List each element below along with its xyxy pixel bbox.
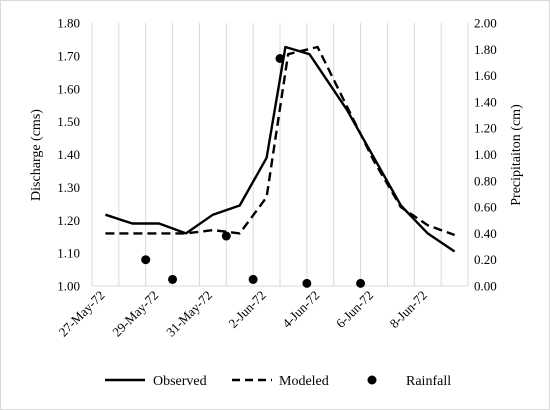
- series-rainfall: [141, 54, 366, 288]
- y-axis-right: 0.00 0.20 0.40 0.60 0.80 1.00 1.20 1.40 1.60 1.80…: [474, 16, 497, 294]
- y2-tick-label: 0.40: [474, 226, 497, 241]
- rainfall-point: [168, 274, 178, 284]
- grid-layer: [118, 23, 442, 286]
- x-tick-label: 2-Jun-72: [225, 288, 268, 331]
- y2-tick-label: 0.80: [474, 173, 497, 188]
- rainfall-point: [141, 255, 151, 265]
- rainfall-point: [248, 274, 258, 284]
- y-tick-label: 1.20: [57, 213, 80, 228]
- x-tick-label: 31-May-72: [163, 288, 215, 340]
- rainfall-point: [302, 278, 312, 288]
- y2-tick-label: 1.60: [474, 68, 497, 83]
- y-tick-label: 1.70: [57, 48, 80, 63]
- y2-tick-label: 0.60: [474, 200, 497, 215]
- y2-tick-label: 1.80: [474, 42, 497, 57]
- y-tick-label: 1.30: [57, 180, 80, 195]
- y-tick-label: 1.00: [57, 279, 80, 294]
- series-modeled: [105, 45, 456, 237]
- rainfall-point: [356, 278, 366, 288]
- y2-tick-label: 1.00: [474, 147, 497, 162]
- x-axis: 27-May-72 29-May-72 31-May-72 2-Jun-72 4-Jun…: [56, 288, 430, 340]
- rainfall-point: [275, 54, 285, 64]
- rainfall-point: [221, 231, 231, 241]
- y-tick-label: 1.40: [57, 147, 80, 162]
- x-tick-label: 4-Jun-72: [279, 288, 322, 331]
- legend-observed-label: Observed: [153, 374, 207, 389]
- x-tick-label: 6-Jun-72: [333, 288, 376, 331]
- x-tick-label: 27-May-72: [56, 288, 108, 340]
- y2-tick-label: 0.00: [474, 279, 497, 294]
- y2-tick-label: 1.40: [474, 94, 497, 109]
- y2-axis-title: Precipitaiton (cm): [509, 104, 524, 206]
- plot-area: [91, 23, 469, 287]
- x-tick-label: 29-May-72: [109, 288, 161, 340]
- y2-tick-label: 2.00: [474, 16, 497, 31]
- legend-modeled-label: Modeled: [279, 374, 329, 389]
- y-axis-title: Discharge (cms): [29, 109, 44, 201]
- modeled-line: [105, 45, 456, 237]
- y2-tick-label: 1.20: [474, 121, 497, 136]
- y-tick-label: 1.10: [57, 246, 80, 261]
- y-tick-label: 1.80: [57, 16, 80, 31]
- y-axis-left: 1.00 1.10 1.20 1.30 1.40 1.50 1.60 1.70 1.80: [57, 16, 80, 294]
- x-tick-label: 8-Jun-72: [387, 288, 430, 331]
- legend-rainfall-swatch: [367, 375, 377, 385]
- legend-rainfall-label: Rainfall: [406, 374, 451, 389]
- series-layer: [105, 45, 456, 288]
- legend: Observed Modeled Rainfall: [105, 374, 451, 389]
- y2-tick-label: 0.20: [474, 252, 497, 267]
- y-tick-label: 1.50: [57, 114, 80, 129]
- y-tick-label: 1.60: [57, 81, 80, 96]
